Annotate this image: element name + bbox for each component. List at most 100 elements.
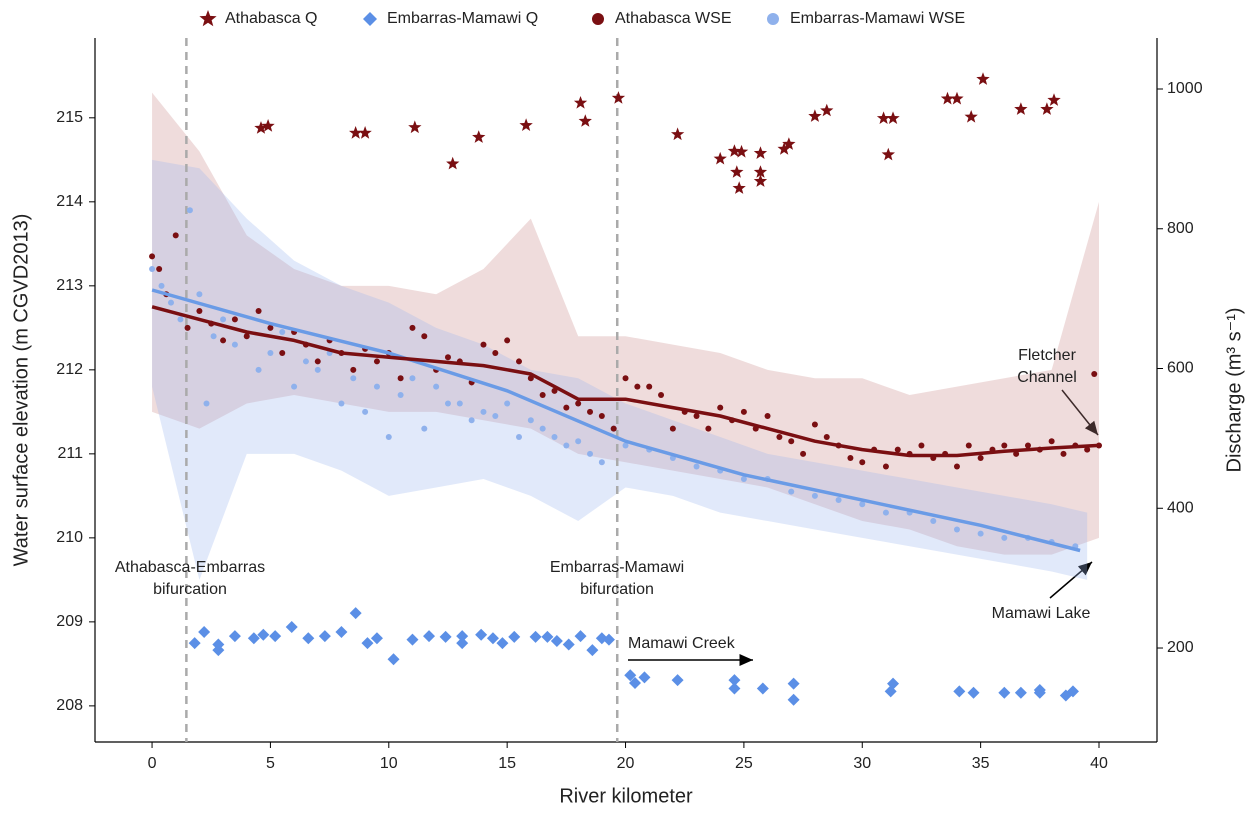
- diamond-point: [349, 607, 362, 620]
- diamond-point: [728, 674, 741, 687]
- point: [421, 425, 428, 432]
- point: [788, 488, 795, 495]
- point: [184, 324, 191, 331]
- annotation: Embarras-Mamawi: [550, 559, 684, 576]
- point: [622, 442, 629, 449]
- diamond-point: [370, 632, 383, 645]
- point: [480, 341, 487, 348]
- diamond-point: [602, 633, 615, 646]
- point: [492, 413, 499, 420]
- point: [965, 442, 972, 449]
- diamond-point: [1014, 686, 1027, 699]
- y-axis-title: Water surface elevation (m CGVD2013): [10, 214, 32, 567]
- y-tick-label: 214: [56, 193, 83, 210]
- star-point: [782, 137, 796, 150]
- trend-line: [151, 305, 1100, 458]
- diamond-point: [212, 638, 225, 651]
- star-point: [753, 165, 768, 178]
- star-point: [876, 111, 891, 124]
- star-point: [358, 126, 372, 139]
- point: [859, 501, 866, 508]
- star-point: [472, 130, 486, 143]
- diamond-point: [1033, 686, 1046, 699]
- point: [918, 442, 925, 449]
- star-point: [734, 144, 749, 158]
- point: [279, 329, 286, 336]
- point: [255, 366, 262, 373]
- point: [385, 434, 392, 441]
- point: [444, 400, 451, 407]
- diamond-point: [285, 621, 298, 634]
- y-tick-label: 213: [56, 277, 83, 294]
- point: [693, 463, 700, 470]
- x-tick-label: 35: [972, 755, 990, 772]
- diamond-point: [541, 630, 554, 643]
- diamond-point: [318, 630, 331, 643]
- point: [527, 417, 534, 424]
- star-point: [446, 156, 460, 170]
- point: [1001, 442, 1008, 449]
- diamond-point: [406, 633, 419, 646]
- star-point: [671, 127, 685, 141]
- x-tick-label: 15: [498, 755, 516, 772]
- point: [882, 509, 889, 516]
- point: [764, 413, 771, 420]
- point: [894, 446, 901, 453]
- x-tick-label: 20: [617, 755, 635, 772]
- point: [433, 383, 440, 390]
- diamond-point: [953, 685, 966, 698]
- diamond-point: [1066, 685, 1079, 698]
- point: [1024, 442, 1031, 449]
- y-tick-label: 215: [56, 109, 83, 126]
- star-point: [976, 72, 990, 85]
- range-band: [152, 92, 1099, 555]
- y2-tick-label: 400: [1167, 499, 1194, 516]
- point: [977, 455, 984, 462]
- point: [551, 434, 558, 441]
- point: [598, 413, 605, 420]
- diamond-point: [269, 630, 282, 643]
- diamond-point: [439, 630, 452, 643]
- point: [397, 375, 404, 382]
- diamond-point: [496, 637, 509, 650]
- diamond-point: [638, 671, 651, 684]
- diamond-point: [456, 637, 469, 650]
- point: [172, 232, 179, 239]
- legend-label: Embarras-Mamawi WSE: [790, 10, 965, 27]
- legend-marker: [767, 13, 779, 25]
- point: [800, 450, 807, 457]
- y-tick-label: 211: [57, 445, 83, 462]
- point: [149, 253, 156, 260]
- point: [740, 476, 747, 483]
- point: [646, 383, 653, 390]
- star-point: [1014, 102, 1028, 115]
- star-point: [1047, 93, 1061, 106]
- x-tick-label: 5: [266, 755, 275, 772]
- annotation: bifurcation: [153, 581, 227, 598]
- point: [835, 497, 842, 504]
- point: [397, 392, 404, 399]
- point: [255, 308, 262, 315]
- point: [373, 383, 380, 390]
- point: [705, 425, 712, 432]
- point: [953, 526, 960, 533]
- point: [243, 333, 250, 340]
- star-point: [349, 126, 363, 139]
- point: [196, 291, 203, 298]
- y2-tick-label: 1000: [1167, 80, 1203, 97]
- x-tick-label: 10: [380, 755, 398, 772]
- star-point: [727, 144, 742, 157]
- point: [539, 425, 546, 432]
- point: [362, 408, 369, 415]
- point: [776, 434, 783, 441]
- star-point: [611, 91, 626, 104]
- y-tick-label: 210: [56, 529, 83, 546]
- point: [314, 358, 321, 365]
- point: [156, 266, 163, 273]
- point: [314, 366, 321, 373]
- point: [693, 413, 700, 420]
- point: [231, 341, 238, 348]
- point: [167, 299, 174, 306]
- diamond-point: [728, 682, 741, 695]
- star-point: [881, 147, 895, 161]
